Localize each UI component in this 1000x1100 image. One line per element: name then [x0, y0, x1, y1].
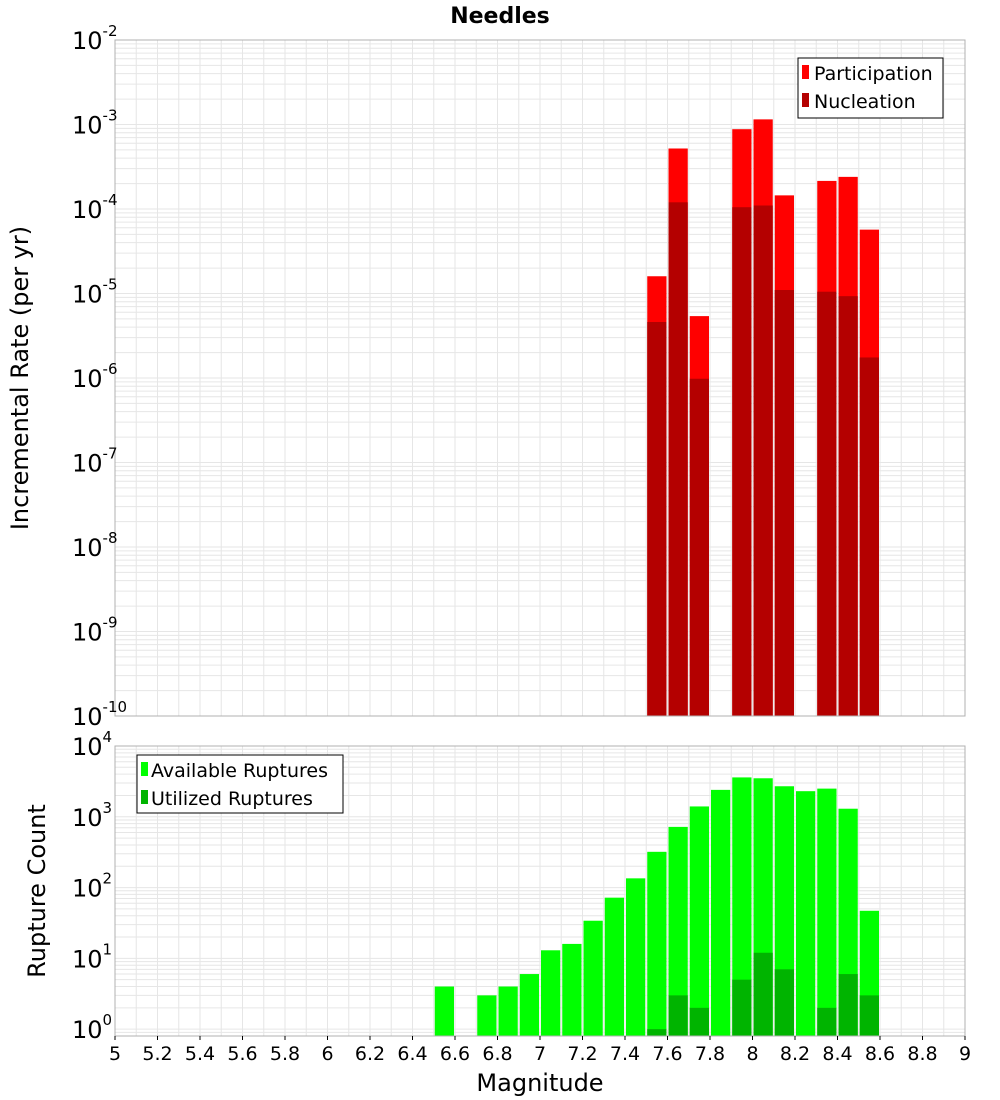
legend-swatch-available: [141, 762, 148, 776]
x-ticks: 5 5.2 5.4 5.6 5.8 6 6.2 6.4 6.6 6.8 7 7.2 7.4 7.6 7.8 8…: [109, 1036, 971, 1065]
legend-swatch-utilized: [141, 790, 148, 804]
x-tick-label: 7.2: [567, 1043, 597, 1065]
top-bar-nucleation: [732, 207, 752, 716]
bottom-bar-available-ruptures: [583, 920, 603, 1036]
x-tick-label: 5.4: [185, 1043, 215, 1065]
bottom-bars: [434, 777, 879, 1036]
legend-swatch-participation: [802, 65, 809, 79]
top-legend-box: [797, 57, 944, 119]
bottom-bar-utilized-ruptures: [859, 995, 879, 1036]
bottom-y-tick-label: 101: [72, 940, 112, 973]
bottom-bar-utilized-ruptures: [753, 952, 773, 1036]
bottom-y-axis-label: Rupture Count: [23, 804, 51, 978]
bottom-legend-box: [136, 754, 344, 814]
top-bar-nucleation: [668, 202, 688, 716]
top-legend: Participation Nucleation: [797, 57, 944, 119]
x-tick-label: 8: [746, 1043, 758, 1065]
bottom-bar-available-ruptures: [732, 777, 752, 1036]
bottom-y-tick-label: 102: [72, 870, 112, 903]
bottom-bar-available-ruptures: [689, 806, 709, 1036]
top-grid: [114, 40, 966, 717]
x-tick-label: 6.2: [355, 1043, 385, 1065]
bottom-bar-available-ruptures: [562, 943, 582, 1036]
bottom-legend: Available Ruptures Utilized Ruptures: [136, 754, 344, 814]
top-y-axis-label: Incremental Rate (per yr): [6, 226, 34, 530]
top-bar-nucleation: [647, 321, 667, 716]
x-tick-label: 5.2: [142, 1043, 172, 1065]
top-bar-nucleation: [774, 290, 794, 716]
x-tick-label: 7: [534, 1043, 546, 1065]
chart-title: Needles: [450, 4, 550, 29]
bottom-bar-utilized-ruptures: [647, 1029, 667, 1036]
bottom-y-tick-label: 100: [72, 1011, 112, 1044]
bottom-bar-available-ruptures: [817, 788, 837, 1036]
x-tick-label: 5: [109, 1043, 121, 1065]
top-bar-nucleation: [838, 296, 858, 716]
bottom-bar-utilized-ruptures: [838, 974, 858, 1036]
bottom-y-tick-label: 104: [72, 728, 112, 761]
bottom-bar-available-ruptures: [626, 878, 646, 1036]
x-tick-label: 8.6: [865, 1043, 895, 1065]
x-tick-label: 6.4: [397, 1043, 427, 1065]
x-tick-label: 6: [321, 1043, 333, 1065]
x-tick-label: 8.2: [780, 1043, 810, 1065]
legend-label-available: Available Ruptures: [151, 760, 328, 782]
x-tick-label: 9: [959, 1043, 971, 1065]
top-y-tick-label: 10-6: [72, 360, 118, 393]
bottom-bar-available-ruptures: [796, 791, 816, 1036]
top-y-tick-label: 10-3: [72, 107, 118, 140]
x-tick-label: 8.4: [822, 1043, 852, 1065]
bottom-panel: 100 101 102 103 104 5 5.2 5.4 5.6 5.8 6 6.2 6.4 6.6 6…: [23, 728, 971, 1097]
bottom-y-tick-label: 103: [72, 799, 112, 832]
bottom-bar-available-ruptures: [647, 851, 667, 1036]
top-bar-nucleation: [859, 357, 879, 716]
bottom-bar-utilized-ruptures: [774, 969, 794, 1036]
bottom-bar-available-ruptures: [711, 789, 731, 1036]
x-tick-label: 7.6: [652, 1043, 682, 1065]
bottom-y-ticks: 100 101 102 103 104: [72, 728, 112, 1044]
top-bar-nucleation: [753, 205, 773, 716]
top-y-tick-label: 10-4: [72, 191, 118, 224]
x-tick-label: 6.8: [482, 1043, 512, 1065]
bottom-bar-available-ruptures: [668, 826, 688, 1036]
top-y-tick-label: 10-10: [72, 698, 127, 731]
legend-swatch-nucleation: [802, 93, 809, 107]
top-y-tick-label: 10-2: [72, 22, 118, 55]
x-axis-label: Magnitude: [476, 1069, 603, 1097]
legend-label-participation: Participation: [814, 63, 933, 85]
top-y-tick-label: 10-7: [72, 445, 118, 478]
x-tick-label: 5.6: [227, 1043, 257, 1065]
bottom-bar-available-ruptures: [477, 995, 497, 1036]
bottom-bar-utilized-ruptures: [689, 1007, 709, 1036]
bottom-bar-available-ruptures: [498, 986, 518, 1036]
legend-label-nucleation: Nucleation: [814, 91, 916, 113]
top-panel: 10-10 10-9 10-8 10-7 10-6 10-5 10-4 10-3 10-2 In…: [6, 22, 966, 731]
x-tick-label: 8.8: [907, 1043, 937, 1065]
bottom-bar-available-ruptures: [541, 950, 561, 1036]
bottom-bar-utilized-ruptures: [817, 1007, 837, 1036]
legend-label-utilized: Utilized Ruptures: [151, 788, 313, 810]
x-tick-label: 7.8: [695, 1043, 725, 1065]
bottom-bar-utilized-ruptures: [668, 995, 688, 1036]
x-tick-label: 7.4: [610, 1043, 640, 1065]
top-y-tick-label: 10-9: [72, 614, 118, 647]
top-plot-border: [114, 39, 966, 717]
bottom-bar-utilized-ruptures: [732, 979, 752, 1036]
x-tick-label: 6.6: [440, 1043, 470, 1065]
top-bar-nucleation: [817, 291, 837, 716]
x-tick-label: 5.8: [270, 1043, 300, 1065]
bottom-bar-available-ruptures: [434, 986, 454, 1036]
top-bars: [647, 119, 879, 717]
top-y-tick-label: 10-5: [72, 276, 118, 309]
top-y-ticks: 10-10 10-9 10-8 10-7 10-6 10-5 10-4 10-3 10-2: [72, 22, 127, 731]
bottom-bar-available-ruptures: [604, 897, 624, 1036]
bottom-bar-available-ruptures: [519, 974, 539, 1036]
top-bar-nucleation: [689, 378, 709, 716]
top-y-tick-label: 10-8: [72, 529, 118, 562]
